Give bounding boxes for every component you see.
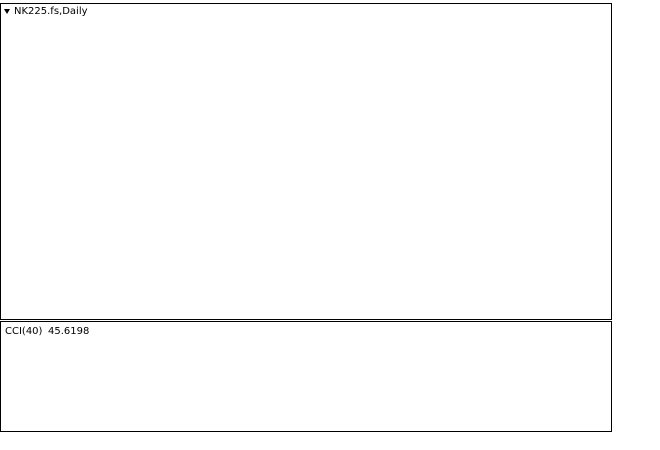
chart-title: NK225.fs,Daily	[14, 6, 88, 17]
main-panel-frame	[0, 3, 612, 320]
cci-last-value: 45.6198	[48, 326, 89, 337]
cci-panel-frame	[0, 321, 612, 432]
text-layer: NK225.fs,Daily CCI(40) 45.6198	[4, 6, 89, 337]
cci-title: CCI(40)	[5, 326, 43, 337]
header-arrow	[4, 9, 10, 14]
